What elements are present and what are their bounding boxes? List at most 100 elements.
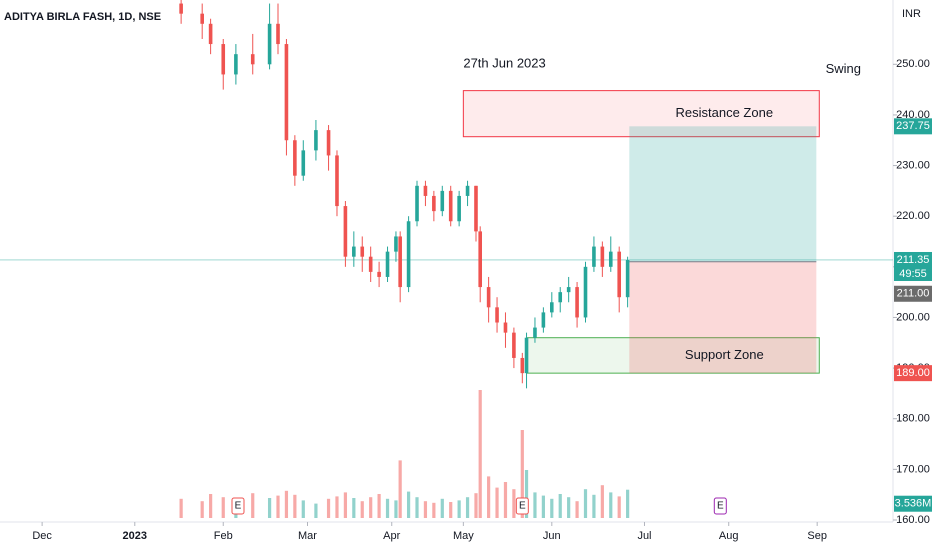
candle-body	[486, 287, 491, 308]
y-tick-label: 230.00	[896, 159, 930, 171]
volume-bar	[541, 495, 545, 518]
candle-body	[457, 195, 461, 222]
volume-bar	[335, 496, 339, 518]
candle-body	[440, 190, 445, 212]
candle-body	[360, 246, 365, 257]
volume-bar	[583, 489, 588, 518]
candle-body	[301, 150, 306, 176]
candle-body	[284, 44, 289, 141]
volume-bar	[600, 485, 604, 518]
y-tick-label: 220.00	[896, 210, 930, 222]
candle-body	[423, 185, 428, 196]
candle-body	[550, 302, 554, 313]
volume-bar	[398, 460, 402, 518]
candle-body	[432, 195, 436, 212]
candle-body	[478, 231, 482, 288]
candle-body	[495, 307, 499, 323]
volume-bar	[449, 502, 453, 518]
volume-bar	[293, 494, 297, 518]
chart-title: ADITYA BIRLA FASH, 1D, NSE	[4, 11, 161, 23]
volume-bar	[314, 503, 318, 518]
price-label: 237.75	[896, 120, 930, 132]
volume-bar	[474, 493, 478, 518]
countdown-box	[894, 266, 932, 281]
price-label-box	[894, 251, 932, 268]
target-area	[629, 126, 817, 262]
earnings-label: E	[717, 501, 724, 512]
candle-body	[558, 292, 563, 303]
y-tick-label: 250.00	[896, 58, 930, 70]
volume-bar	[343, 492, 348, 518]
candle-body	[394, 236, 398, 252]
earnings-marker	[515, 497, 529, 515]
candle-body	[234, 54, 238, 75]
volume-bar	[617, 496, 621, 518]
candle-body	[276, 23, 280, 45]
zone	[526, 337, 820, 374]
x-tick-label: Feb	[214, 530, 233, 542]
candle-body	[377, 271, 381, 277]
volume-bar	[200, 501, 204, 518]
volume-bar	[352, 498, 356, 518]
candle-body	[335, 155, 339, 207]
volume-bar	[267, 498, 272, 518]
x-tick-label: Jul	[637, 530, 651, 542]
price-label: 189.00	[896, 367, 930, 379]
volume-bar	[394, 500, 398, 518]
volume-bar	[592, 494, 596, 518]
volume-bar	[423, 501, 428, 518]
candle-body	[385, 251, 390, 277]
price-label-box	[894, 118, 932, 135]
x-tick-label: May	[453, 530, 474, 542]
x-tick-label: Mar	[298, 530, 317, 542]
candle-body	[267, 23, 272, 65]
candle-body	[524, 337, 529, 374]
candle-body	[575, 287, 579, 318]
x-tick-label: Sep	[807, 530, 827, 542]
candle-body	[448, 190, 453, 222]
y-tick-label: 160.00	[896, 514, 930, 526]
volume-bar	[626, 489, 630, 518]
candle-body	[503, 322, 508, 333]
candle-body	[343, 206, 348, 257]
volume-bar	[179, 498, 183, 518]
candle-body	[474, 185, 478, 232]
volume-bar	[326, 498, 331, 518]
candle-body	[179, 3, 183, 14]
countdown: 49:55	[899, 268, 927, 280]
y-tick-label: 240.00	[896, 109, 930, 121]
price-label: 211.35	[897, 254, 930, 266]
y-tick-label: 180.00	[896, 413, 930, 425]
candle-body	[520, 357, 525, 374]
volume-bar	[503, 482, 508, 518]
volume-bar	[558, 494, 562, 518]
candle-body	[250, 54, 255, 65]
candle-body	[200, 13, 204, 24]
earnings-label: E	[519, 501, 526, 512]
candle-body	[398, 236, 402, 288]
price-label-box	[894, 285, 932, 302]
currency-label: INR	[902, 8, 921, 20]
candle-body	[608, 251, 613, 267]
earnings-marker	[231, 497, 245, 515]
candle-body	[566, 287, 571, 293]
x-tick-label: Aug	[719, 530, 739, 542]
candle-body	[293, 140, 297, 176]
x-tick-label: Apr	[383, 530, 400, 542]
candle-body	[625, 259, 630, 298]
volume-label: 3.536M	[895, 498, 932, 510]
volume-bar	[465, 497, 470, 518]
zone	[462, 90, 820, 138]
candle-body	[352, 246, 356, 257]
volume-bar	[550, 498, 554, 518]
volume-bar	[533, 492, 537, 518]
volume-bar	[377, 494, 381, 518]
earnings-marker	[713, 497, 727, 515]
annotation: Swing	[826, 61, 861, 76]
volume-bar	[432, 502, 436, 518]
candle-body	[326, 130, 331, 156]
x-tick-label: Dec	[32, 530, 52, 542]
volume-bar	[369, 497, 373, 518]
candle-body	[592, 246, 596, 267]
